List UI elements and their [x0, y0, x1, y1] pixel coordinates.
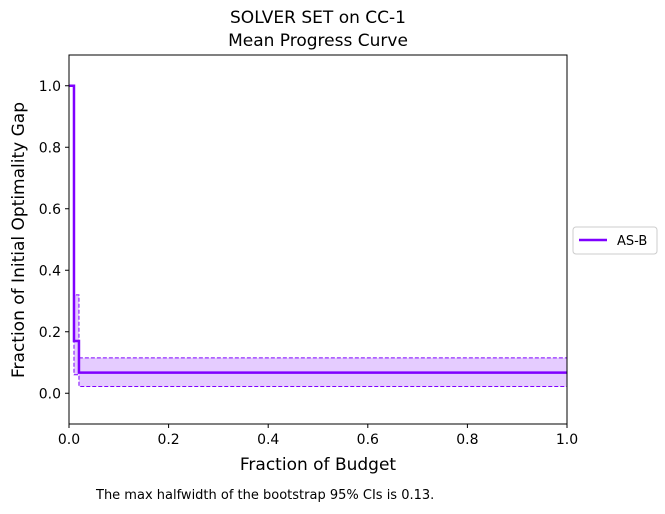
- chart-title: SOLVER SET on CC-1: [230, 8, 406, 28]
- x-tick-label: 0.4: [257, 432, 279, 448]
- x-tick-label: 0.2: [157, 432, 179, 448]
- y-tick-label: 0.0: [39, 386, 61, 402]
- plot-frame: [68, 54, 568, 425]
- y-axis-label: Fraction of Initial Optimality Gap: [9, 102, 29, 378]
- x-axis-ticks: 0.0 0.2 0.4 0.6 0.8 1.0: [58, 424, 578, 448]
- x-tick-label: 0.8: [456, 432, 478, 448]
- x-axis-label: Fraction of Budget: [240, 455, 397, 475]
- mean-curve-layer: [69, 84, 567, 374]
- y-tick-label: 0.6: [39, 202, 61, 218]
- ci-upper-line-0: [69, 85, 567, 359]
- ci-band-0: [69, 85, 567, 387]
- footnote: The max halfwidth of the bootstrap 95% C…: [96, 488, 435, 503]
- x-tick-label: 1.0: [556, 432, 578, 448]
- x-tick-label: 0.0: [58, 432, 80, 448]
- legend: AS-B: [572, 226, 658, 255]
- confidence-band-layer: [69, 85, 567, 387]
- y-axis-ticks: 0.0 0.2 0.4 0.6 0.8 1.0: [39, 79, 69, 402]
- y-tick-label: 0.8: [39, 140, 61, 156]
- y-tick-label: 0.4: [39, 263, 61, 279]
- x-tick-label: 0.6: [357, 432, 379, 448]
- y-tick-label: 0.2: [39, 325, 61, 341]
- y-tick-label: 1.0: [39, 79, 61, 95]
- mean-curve-0: [69, 84, 567, 374]
- legend-box: [572, 226, 658, 255]
- ci-lower-line-0: [69, 85, 567, 387]
- legend-label-as-b: AS-B: [617, 234, 647, 249]
- chart-subtitle: Mean Progress Curve: [228, 31, 408, 51]
